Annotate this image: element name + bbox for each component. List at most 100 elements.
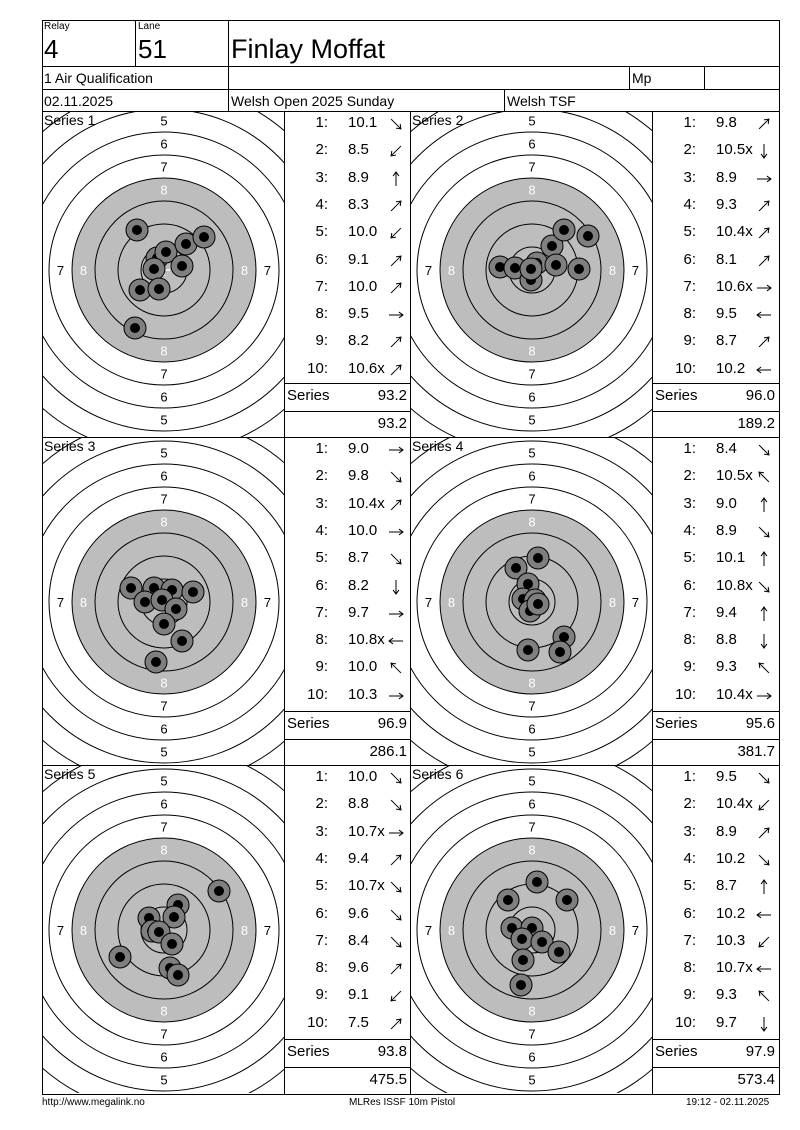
shot-number: 9: (315, 332, 328, 350)
ring-label: 7 (425, 595, 432, 610)
shot-hole (162, 905, 186, 929)
shot-value: 8.1 (716, 250, 737, 268)
shot-value: 10.0 (348, 768, 378, 785)
shot-row: 4: 10.0 (285, 522, 411, 541)
ring-label: 6 (528, 390, 535, 405)
shot-row: 10: 10.4x (653, 685, 779, 705)
ring-label: 8 (528, 344, 535, 359)
shot-value: 8.7 (348, 549, 369, 567)
header-vline-lane (228, 20, 229, 111)
shot-hole (544, 253, 568, 277)
shot-hole (125, 218, 149, 242)
shot-row: 7: 9.7 (285, 603, 411, 623)
shot-row: 10: 10.3 (285, 686, 411, 705)
shot-row: 7: 10.6x (653, 277, 779, 297)
ring-label: 7 (528, 699, 535, 714)
shot-row: 1: 9.5 (653, 769, 779, 787)
shot-value: 9.7 (348, 603, 369, 621)
series-total-divider (285, 1039, 411, 1040)
shot-number: 2: (315, 795, 328, 813)
shot-number: 7: (315, 931, 328, 949)
ring-label: 6 (528, 469, 535, 484)
direction-arrow-icon (390, 282, 402, 294)
shot-row: 9: 8.2 (285, 333, 411, 351)
shot-hole (144, 650, 168, 674)
ring-label: 7 (160, 699, 167, 714)
direction-arrow-icon (760, 1016, 768, 1032)
shot-row: 4: 10.2 (653, 850, 779, 869)
direction-arrow-icon (760, 496, 768, 512)
target-1: 44445555666677778888Series 1 (43, 112, 285, 437)
ring-label: 5 (160, 446, 167, 461)
direction-arrow-icon (389, 610, 404, 618)
ring-label: 7 (425, 263, 432, 278)
shot-hole (133, 590, 157, 614)
direction-arrow-icon (756, 911, 771, 918)
series-total-label: Series (655, 387, 698, 404)
series-total-divider (285, 711, 411, 712)
shot-number: 9: (315, 658, 328, 676)
ring-label: 7 (632, 263, 639, 278)
direction-arrow-icon (758, 990, 770, 1002)
shot-number: 7: (683, 603, 696, 621)
shot-row: 6: 9.6 (285, 905, 411, 924)
shot-hole (526, 592, 550, 616)
ring-label: 7 (632, 923, 639, 938)
series-total-label: Series (655, 715, 698, 732)
shot-value: 10.4x (716, 685, 753, 703)
shot-hole (540, 234, 564, 258)
col-divider-target2 (652, 112, 653, 1094)
direction-arrow-icon (757, 175, 772, 182)
ring-label: 8 (80, 923, 87, 938)
shot-hole (142, 257, 166, 281)
shot-hole (510, 927, 534, 951)
shot-value: 9.0 (348, 440, 369, 457)
ring-label: 8 (80, 595, 87, 610)
shot-row: 4: 8.9 (653, 522, 779, 541)
shot-number: 10: (307, 1013, 328, 1031)
shot-value: 10.0 (348, 277, 378, 295)
shot-value: 9.3 (716, 986, 737, 1004)
shot-value: 9.5 (716, 768, 737, 785)
shot-row: 5: 10.1 (653, 550, 779, 568)
shot-value: 10.5x (716, 467, 753, 485)
shot-hole (160, 932, 184, 956)
shot-row: 9: 9.3 (653, 987, 779, 1005)
series-title: Series 1 (44, 112, 96, 128)
shot-hole (547, 940, 571, 964)
shot-number: 3: (683, 822, 696, 840)
shot-row: 10: 9.7 (653, 1014, 779, 1033)
direction-arrow-icon (390, 963, 402, 975)
direction-arrow-icon (758, 254, 770, 266)
target-5: 44445555666677778888Series 5 (43, 766, 285, 1093)
series-title: Series 6 (412, 766, 464, 782)
shot-value: 8.4 (348, 931, 369, 949)
shot-number: 5: (683, 877, 696, 895)
shot-hole (123, 316, 147, 340)
shot-hole (170, 254, 194, 278)
ring-label: 6 (160, 797, 167, 812)
series-total-label: Series (287, 715, 330, 732)
shot-number: 1: (683, 440, 696, 457)
header-vline-mp2 (704, 66, 705, 89)
border-top (42, 20, 780, 21)
shot-value: 10.6x (716, 277, 753, 295)
shot-row: 8: 10.7x (653, 960, 779, 978)
ring-label: 8 (80, 263, 87, 278)
direction-arrow-icon (758, 662, 770, 674)
border-right (779, 20, 780, 1095)
row-divider-2 (42, 765, 780, 766)
shot-value: 9.1 (348, 986, 369, 1004)
shot-hole (154, 240, 178, 264)
direction-arrow-icon (758, 772, 770, 784)
shot-value: 10.4x (716, 795, 753, 813)
shot-value: 10.4x (348, 494, 385, 512)
shot-row: 3: 10.7x (285, 823, 411, 842)
direction-arrow-icon (389, 446, 404, 454)
ring-label: 5 (160, 413, 167, 428)
shot-row: 5: 10.0 (285, 224, 411, 242)
shot-number: 3: (683, 168, 696, 186)
direction-arrow-icon (390, 499, 402, 510)
footer-url[interactable]: http://www.megalink.no (42, 1097, 145, 1108)
cumulative-total-value: 573.4 (737, 1071, 775, 1088)
